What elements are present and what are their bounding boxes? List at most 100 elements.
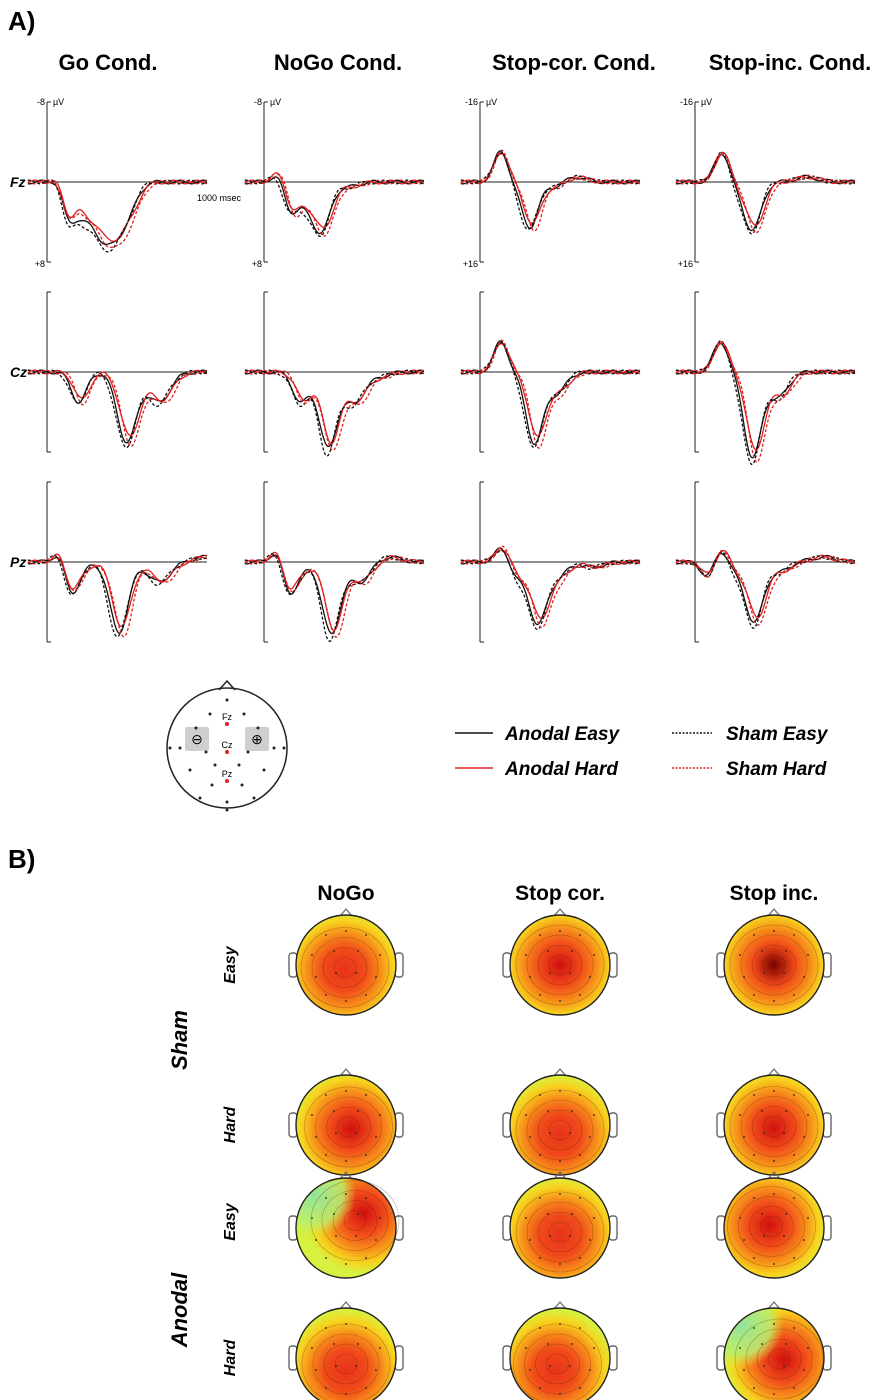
electrode-dot [793, 1094, 795, 1096]
contour-line [734, 1318, 824, 1400]
electrode-dot [325, 1257, 327, 1259]
electrode-dot [783, 1365, 785, 1367]
electrode-dot [773, 1393, 775, 1395]
topo-col-stopcor: Stop cor. [515, 882, 605, 905]
topo-map [502, 908, 618, 1016]
electrode-dot [593, 1347, 595, 1349]
group-label-sham: Sham [167, 1010, 192, 1070]
electrode-dot [793, 994, 795, 996]
erp-panel-fz-0 [27, 101, 208, 263]
erp-series-sham-easy [27, 554, 208, 638]
erp-series-sham-hard [27, 369, 208, 447]
electrode-dot [579, 1387, 581, 1389]
electrode-dot [237, 763, 241, 767]
electrode-dot [807, 1217, 809, 1219]
electrode-label-fz: Fz [10, 174, 26, 190]
electrode-dot [213, 763, 217, 767]
electrode-dot [739, 1217, 741, 1219]
electrode-dot [325, 1327, 327, 1329]
erp-series-anodal-hard [244, 369, 425, 445]
electrode-dot [365, 1154, 367, 1156]
electrode-dot [593, 954, 595, 956]
electrode-dot [539, 1257, 541, 1259]
head-label-fz: Fz [222, 712, 232, 722]
scale-top-nogo: -8 [254, 97, 262, 107]
row-label-sham-hard: Hard [222, 1106, 239, 1144]
nose-icon [767, 1171, 781, 1180]
electrode-dot [753, 1387, 755, 1389]
topo-map [288, 1171, 404, 1279]
electrode-dot [375, 1369, 377, 1371]
electrode-dot [335, 1235, 337, 1237]
electrode-dot [793, 934, 795, 936]
scale-unit-stopcor: µV [486, 97, 497, 107]
erp-series-anodal-easy [675, 342, 856, 459]
nose-icon [767, 1301, 781, 1310]
electrode-dot [178, 746, 182, 750]
electrode-dot [335, 972, 337, 974]
electrode-dot [525, 1217, 527, 1219]
electrode-dot [242, 712, 246, 716]
electrode-dot [333, 1213, 335, 1215]
contour-line [315, 1096, 382, 1158]
electrode-dot [365, 1197, 367, 1199]
electrode-label-pz: Pz [10, 554, 26, 570]
electrode-dot [579, 1197, 581, 1199]
electrode-dot [773, 1160, 775, 1162]
electrode-dot [345, 1193, 347, 1195]
contour-line [537, 1109, 583, 1151]
electrode-dot [743, 1369, 745, 1371]
nose-icon [553, 1171, 567, 1180]
erp-panel-pz-2 [460, 481, 641, 643]
scale-bottom-stopinc: +16 [678, 259, 693, 269]
electrode-dot [739, 1114, 741, 1116]
erp-series-anodal-easy [675, 553, 856, 623]
electrode-dot [345, 1323, 347, 1325]
erp-series-sham-hard [244, 555, 425, 638]
electrode-dot [325, 1154, 327, 1156]
scale-unit-nogo: µV [270, 97, 281, 107]
electrode-dot [793, 1197, 795, 1199]
erp-series-sham-easy [244, 176, 425, 238]
electrode-dot [539, 1387, 541, 1389]
scale-top-go: -8 [37, 97, 45, 107]
panel-a-label: A) [8, 6, 35, 36]
electrode-dot [365, 994, 367, 996]
contour-line [300, 927, 390, 1008]
electrode-dot [785, 1110, 787, 1112]
electrode-dot [761, 1213, 763, 1215]
scalp-map [295, 1307, 397, 1400]
electrode-pz-marker [225, 779, 229, 783]
electrode-cz-marker [225, 750, 229, 754]
contour-line [311, 937, 379, 998]
contour-line [760, 1216, 783, 1237]
electrode-dot [761, 1110, 763, 1112]
legend-label-sham-easy: Sham Easy [726, 724, 829, 745]
scalp-map [723, 914, 825, 1016]
electrode-dot [315, 1239, 317, 1241]
electrode-dot [345, 1263, 347, 1265]
nose-icon [767, 1068, 781, 1077]
erp-series-sham-hard [460, 545, 641, 629]
topo-col-nogo: NoGo [317, 882, 374, 905]
erp-series-sham-easy [675, 150, 856, 235]
time-scale-label: 1000 msec [197, 193, 242, 203]
contour-line [751, 944, 797, 986]
scalp-map [509, 1074, 611, 1176]
erp-series-sham-hard [460, 339, 641, 449]
contour-line [323, 1343, 369, 1385]
electrode-dot [282, 746, 286, 750]
topo-col-stopinc: Stop inc. [730, 882, 819, 905]
erp-panel-pz-3 [675, 481, 856, 643]
electrode-dot [311, 1217, 313, 1219]
nose-icon [339, 1171, 353, 1180]
erp-panel-cz-0 [27, 291, 208, 453]
electrode-dot [559, 1160, 561, 1162]
contour-line [343, 1210, 367, 1231]
contour-line [526, 1099, 594, 1161]
electrode-dot [549, 1132, 551, 1134]
electrode-dot [549, 972, 551, 974]
electrode-dot [763, 1235, 765, 1237]
electrode-dot [559, 1090, 561, 1092]
erp-series-anodal-hard [27, 369, 208, 437]
